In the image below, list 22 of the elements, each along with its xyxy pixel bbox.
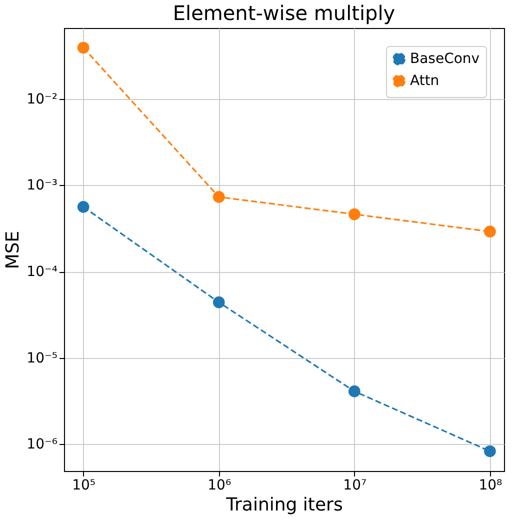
y-tick-label: 10⁻² xyxy=(26,91,58,108)
x-tick-label: 10⁷ xyxy=(343,478,367,494)
point xyxy=(77,200,90,213)
chart-title: Element-wise multiply xyxy=(172,1,396,25)
y-tick-label: 10⁻⁴ xyxy=(26,264,58,280)
x-axis-title: Training iters xyxy=(225,494,343,516)
point xyxy=(484,445,496,458)
point xyxy=(348,385,360,398)
x-tick-label: 10⁶ xyxy=(208,478,232,494)
y-tick-label: 10⁻⁶ xyxy=(26,436,58,453)
legend-label: Attn xyxy=(410,73,440,89)
point xyxy=(348,208,360,220)
y-tick-label: 10⁻³ xyxy=(26,178,58,194)
x-tick-label: 10⁵ xyxy=(72,478,96,494)
y-axis-title: MSE xyxy=(2,230,24,270)
y-tick-label: 10⁻⁵ xyxy=(26,350,58,366)
point xyxy=(212,191,225,203)
legend-label: BaseConv xyxy=(410,51,480,67)
point xyxy=(212,296,225,308)
x-tick-label: 10⁸ xyxy=(478,478,503,494)
point xyxy=(484,226,496,238)
point xyxy=(77,42,90,54)
